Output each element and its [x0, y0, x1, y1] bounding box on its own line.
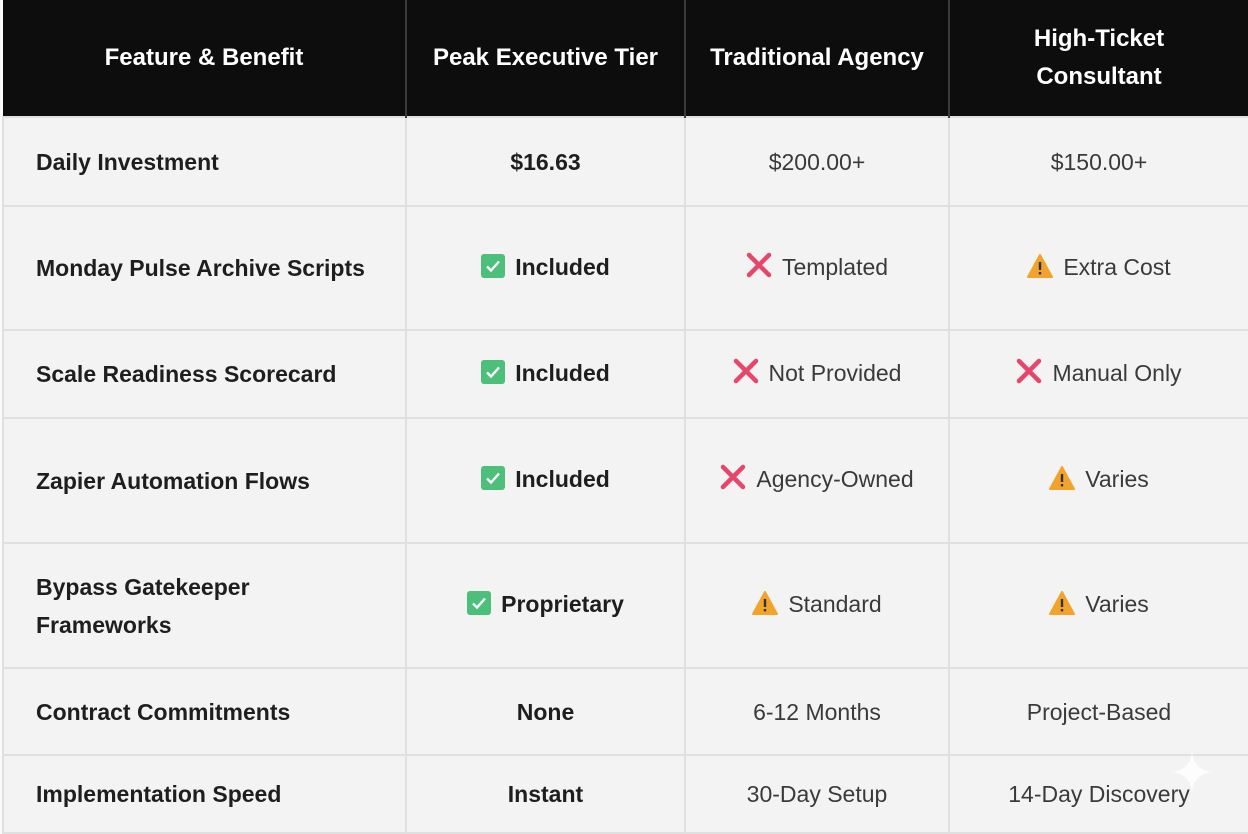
cell-text: Varies — [1085, 591, 1149, 617]
table-cell: Included — [405, 417, 686, 544]
cross-icon — [720, 463, 746, 501]
feature-label: Daily Investment — [2, 116, 407, 207]
table-cell: Proprietary — [405, 542, 686, 669]
table-cell: Instant — [405, 754, 686, 834]
sparkle-watermark-icon — [1172, 752, 1212, 792]
cell-text: Standard — [788, 591, 882, 617]
column-header: Feature & Benefit — [3, 0, 407, 117]
feature-label: Bypass Gatekeeper Frameworks — [2, 542, 407, 669]
table-cell: $16.63 — [405, 116, 686, 207]
warning-icon — [1027, 251, 1054, 289]
table-cell: None — [405, 667, 686, 756]
cross-icon — [746, 251, 772, 289]
warning-icon — [1049, 588, 1076, 626]
check-icon — [481, 251, 506, 289]
cell-text: Included — [515, 359, 610, 386]
table-cell: Templated — [684, 205, 950, 331]
check-icon — [467, 588, 492, 626]
feature-label: Implementation Speed — [2, 754, 407, 834]
column-header: High-Ticket Consultant — [949, 0, 1248, 117]
feature-label: Monday Pulse Archive Scripts — [2, 205, 407, 331]
table-cell: Not Provided — [684, 329, 950, 419]
cell-text: 14-Day Discovery — [1008, 781, 1190, 807]
check-icon — [481, 357, 506, 395]
table-cell: Varies — [948, 542, 1248, 669]
cell-text: Agency-Owned — [756, 466, 914, 492]
cell-text: Included — [515, 466, 610, 492]
cell-text: 30-Day Setup — [746, 781, 888, 807]
cell-text: Manual Only — [1052, 359, 1182, 386]
cell-text: Not Provided — [768, 359, 902, 386]
cell-text: None — [516, 698, 575, 725]
header-row: Feature & Benefit Peak Executive Tier Trad… — [3, 0, 1248, 117]
warning-icon — [752, 588, 779, 626]
table-cell: Standard — [684, 542, 950, 669]
cell-text: Varies — [1085, 466, 1149, 492]
feature-label: Scale Readiness Scorecard — [2, 329, 407, 419]
table-row: Implementation Speed Instant 30-Day Setup 1… — [2, 754, 1248, 834]
cell-text: Extra Cost — [1063, 253, 1171, 280]
cross-icon — [1016, 357, 1042, 395]
cell-text: $150.00+ — [1050, 148, 1148, 175]
table-cell: Included — [405, 205, 686, 331]
column-header: Peak Executive Tier — [406, 0, 686, 117]
cross-icon — [733, 357, 759, 395]
cell-text: Templated — [781, 253, 889, 280]
table-row: Zapier Automation Flows Included Agency-Ow… — [2, 417, 1248, 544]
table-row: Contract Commitments None 6-12 Months Proje… — [2, 667, 1248, 756]
table-row: Daily Investment $16.63 $200.00+ $150.00+ — [2, 116, 1248, 207]
table-cell: Project-Based — [948, 667, 1248, 756]
cell-text: $200.00+ — [768, 148, 866, 175]
table-cell: 30-Day Setup — [684, 754, 950, 834]
table-row: Monday Pulse Archive Scripts Included Temp… — [2, 205, 1248, 331]
table-cell: 6-12 Months — [684, 667, 950, 756]
cell-text: Project-Based — [1026, 698, 1172, 725]
table-cell: Included — [405, 329, 686, 419]
check-icon — [481, 463, 506, 501]
cell-text: Instant — [507, 781, 584, 807]
table-row: Bypass Gatekeeper Frameworks Proprietary S… — [2, 542, 1248, 669]
cell-text: 6-12 Months — [753, 698, 881, 725]
feature-label: Contract Commitments — [2, 667, 407, 756]
cell-text: Proprietary — [501, 591, 624, 617]
table-row: Scale Readiness Scorecard Included Not Pro… — [2, 329, 1248, 419]
table-cell: Manual Only — [948, 329, 1248, 419]
feature-label: Zapier Automation Flows — [2, 417, 407, 544]
table-cell: $150.00+ — [948, 116, 1248, 207]
table-cell: Agency-Owned — [684, 417, 950, 544]
cell-text: Included — [515, 253, 610, 280]
cell-text: $16.63 — [510, 148, 581, 175]
table-cell: Varies — [948, 417, 1248, 544]
table-cell: $200.00+ — [684, 116, 950, 207]
warning-icon — [1049, 463, 1076, 501]
table-cell: Extra Cost — [948, 205, 1248, 331]
column-header: Traditional Agency — [685, 0, 950, 117]
